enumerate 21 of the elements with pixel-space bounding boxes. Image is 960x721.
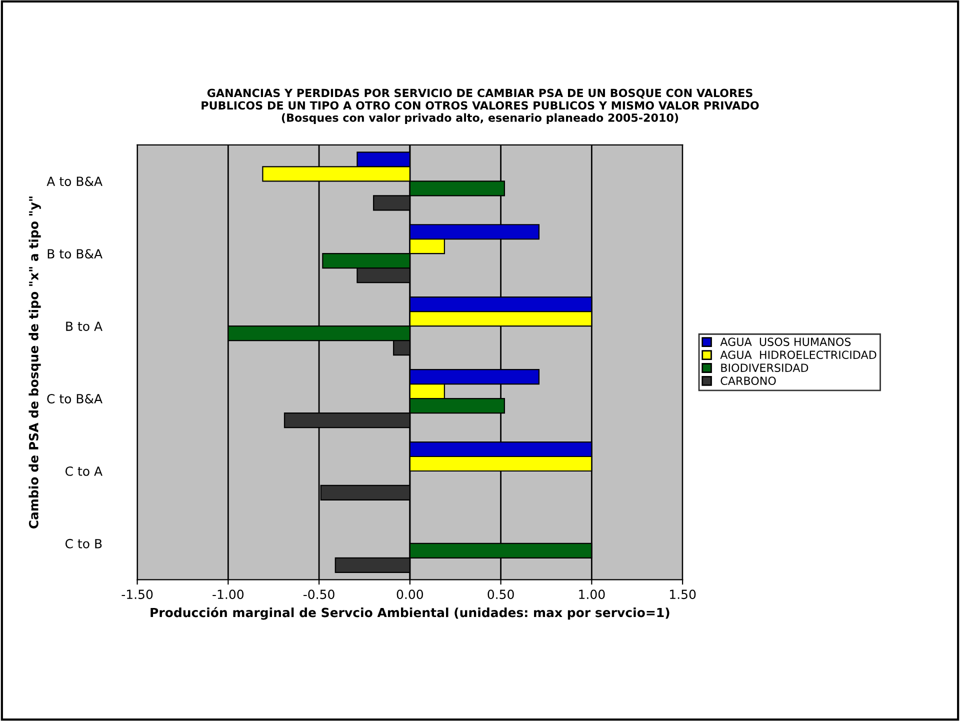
x-tick-label: -1.00	[212, 590, 244, 600]
legend-label: AGUA HIDROELECTRICIDAD	[720, 350, 876, 360]
legend-label: CARBONO	[720, 376, 776, 385]
legend-label: BIODIVERSIDAD	[721, 364, 808, 372]
y-tick-label: B to A	[66, 322, 102, 331]
x-tick-label: 0.00	[396, 590, 424, 600]
x-tick-label: 1.50	[670, 590, 696, 600]
y-tick-label: C to B&A	[47, 394, 102, 404]
y-tick-label: C to B	[65, 538, 102, 548]
x-axis-title: Producción marginal de Servcio Ambiental (unidades: max por servcio=1)	[150, 607, 670, 620]
chart-subtitle: (Bosques con valor privado alto, esenario planeado 2005-2010)	[282, 113, 678, 124]
legend-label: AGUA USOS HUMANOS	[720, 338, 851, 346]
y-tick-label: C to A	[65, 466, 102, 476]
y-axis-title: Cambio de PSA de bosque de tipo "x" a tipo "y"	[28, 196, 41, 529]
x-tick-label: -0.50	[303, 590, 334, 600]
x-tick-label: -1.50	[122, 590, 153, 600]
x-tick-label: 1.00	[579, 590, 605, 600]
chart-title: GANANCIAS Y PERDIDAS POR SERVICIO DE CAMBIAR PSA DE UN BOSQUE CON VALORES PUBLICOS DE UN TIPO A OTRO CON OTROS VALORES PUBLICOS Y MISMO VALOR PRIVADO	[202, 88, 759, 110]
y-tick-label: A to B&A	[46, 176, 102, 186]
y-tick-label: B to B&A	[48, 249, 102, 259]
x-tick-label: 0.50	[488, 590, 514, 600]
